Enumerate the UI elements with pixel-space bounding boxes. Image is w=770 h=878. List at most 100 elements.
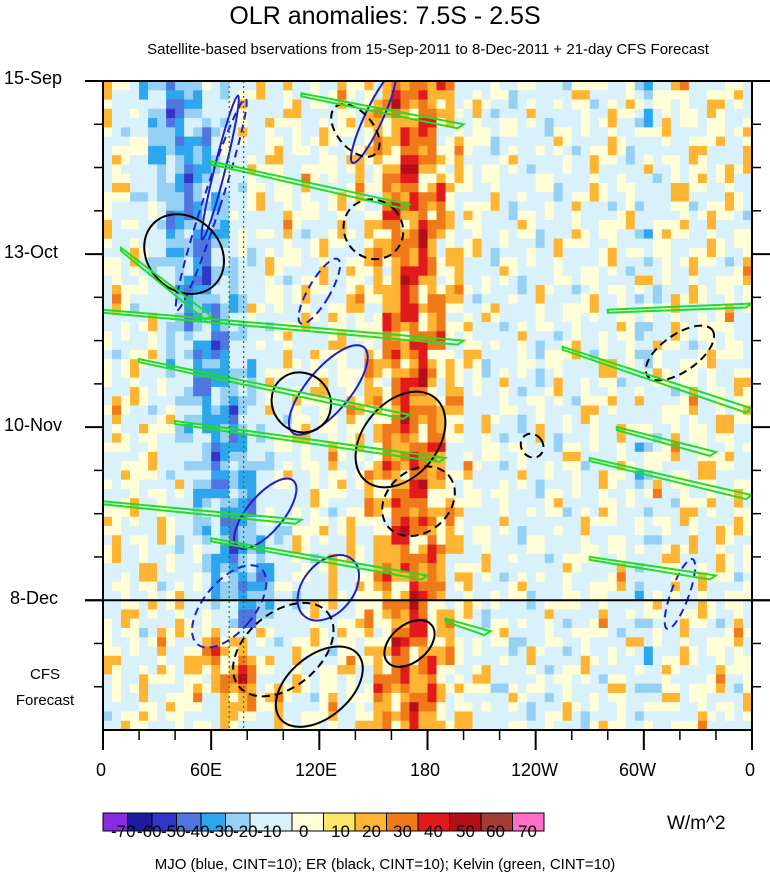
heatmap-cell	[184, 433, 194, 444]
heatmap-cell	[238, 535, 248, 546]
heatmap-cell	[436, 312, 447, 323]
heatmap-cell	[328, 674, 338, 685]
heatmap-cell	[625, 609, 636, 620]
heatmap-cell	[688, 229, 699, 240]
heatmap-cell	[634, 182, 645, 193]
heatmap-cell	[193, 665, 203, 675]
heatmap-cell	[661, 192, 672, 203]
heatmap-cell	[202, 396, 212, 407]
heatmap-cell	[202, 81, 212, 91]
heatmap-cell	[526, 81, 537, 91]
heatmap-cell	[202, 628, 212, 638]
heatmap-cell	[670, 377, 681, 388]
heatmap-cell	[652, 220, 663, 230]
heatmap-cell	[490, 628, 501, 638]
heatmap-cell	[193, 340, 203, 351]
heatmap-cell	[139, 581, 149, 592]
heatmap-cell	[499, 655, 510, 666]
heatmap-cell	[562, 377, 573, 388]
heatmap-cell	[229, 590, 239, 601]
heatmap-cell	[472, 414, 483, 425]
heatmap-cell	[328, 312, 338, 323]
heatmap-cell	[472, 81, 483, 91]
heatmap-cell	[184, 201, 194, 212]
heatmap-cell	[643, 451, 654, 462]
heatmap-cell	[661, 118, 672, 128]
heatmap-cell	[598, 683, 609, 694]
heatmap-cell	[139, 99, 149, 110]
heatmap-cell	[472, 164, 483, 175]
heatmap-cell	[733, 424, 744, 434]
heatmap-cell	[265, 563, 275, 573]
heatmap-cell	[616, 581, 627, 592]
heatmap-cell	[499, 442, 510, 453]
heatmap-cell	[364, 275, 375, 286]
heatmap-cell	[724, 470, 735, 481]
heatmap-cell	[742, 711, 752, 722]
heatmap-cell	[274, 507, 284, 518]
heatmap-cell	[418, 433, 429, 444]
heatmap-cell	[463, 442, 474, 453]
heatmap-cell	[454, 572, 465, 583]
heatmap-cell	[535, 108, 546, 119]
heatmap-cell	[535, 396, 546, 407]
heatmap-cell	[418, 220, 429, 230]
heatmap-cell	[499, 433, 510, 444]
heatmap-cell	[571, 284, 582, 295]
heatmap-cell	[607, 284, 618, 295]
heatmap-cell	[382, 275, 393, 286]
heatmap-cell	[508, 581, 519, 592]
heatmap-cell	[454, 127, 465, 138]
heatmap-cell	[589, 563, 600, 573]
heatmap-cell	[526, 479, 537, 490]
heatmap-cell	[103, 563, 113, 573]
heatmap-cell	[112, 461, 122, 471]
heatmap-cell	[319, 683, 329, 694]
heatmap-cell	[580, 127, 591, 138]
heatmap-cell	[544, 470, 555, 481]
heatmap-cell	[634, 572, 645, 583]
heatmap-cell	[229, 711, 239, 722]
heatmap-cell	[211, 711, 221, 722]
heatmap-cell	[184, 284, 194, 295]
heatmap-cell	[292, 81, 302, 91]
heatmap-cell	[328, 396, 338, 407]
heatmap-cell	[436, 396, 447, 407]
heatmap-cell	[598, 692, 609, 703]
heatmap-cell	[229, 618, 239, 629]
heatmap-cell	[733, 127, 744, 138]
heatmap-cell	[670, 479, 681, 490]
heatmap-cell	[292, 229, 302, 240]
heatmap-cell	[607, 526, 618, 536]
heatmap-cell	[265, 572, 275, 583]
heatmap-cell	[427, 711, 438, 722]
heatmap-cell	[571, 81, 582, 91]
heatmap-cell	[310, 238, 320, 249]
heatmap-cell	[328, 164, 338, 175]
heatmap-cell	[247, 683, 257, 694]
heatmap-cell	[652, 182, 663, 193]
heatmap-cell	[688, 581, 699, 592]
heatmap-cell	[679, 220, 690, 230]
heatmap-cell	[328, 470, 338, 481]
heatmap-cell	[247, 108, 257, 119]
heatmap-cell	[607, 229, 618, 240]
heatmap-cell	[526, 90, 537, 101]
heatmap-cell	[652, 646, 663, 657]
heatmap-cell	[715, 618, 726, 629]
heatmap-cell	[679, 322, 690, 332]
heatmap-cell	[535, 590, 546, 601]
heatmap-cell	[625, 405, 636, 416]
heatmap-cell	[526, 711, 537, 722]
heatmap-cell	[373, 692, 384, 703]
heatmap-cell	[742, 359, 752, 370]
heatmap-cell	[364, 618, 375, 629]
heatmap-cell	[121, 331, 131, 342]
heatmap-cell	[301, 331, 311, 342]
heatmap-cell	[472, 646, 483, 657]
heatmap-cell	[517, 442, 528, 453]
heatmap-cell	[436, 692, 447, 703]
heatmap-cell	[121, 609, 131, 620]
heatmap-cell	[598, 498, 609, 509]
heatmap-cell	[679, 461, 690, 471]
